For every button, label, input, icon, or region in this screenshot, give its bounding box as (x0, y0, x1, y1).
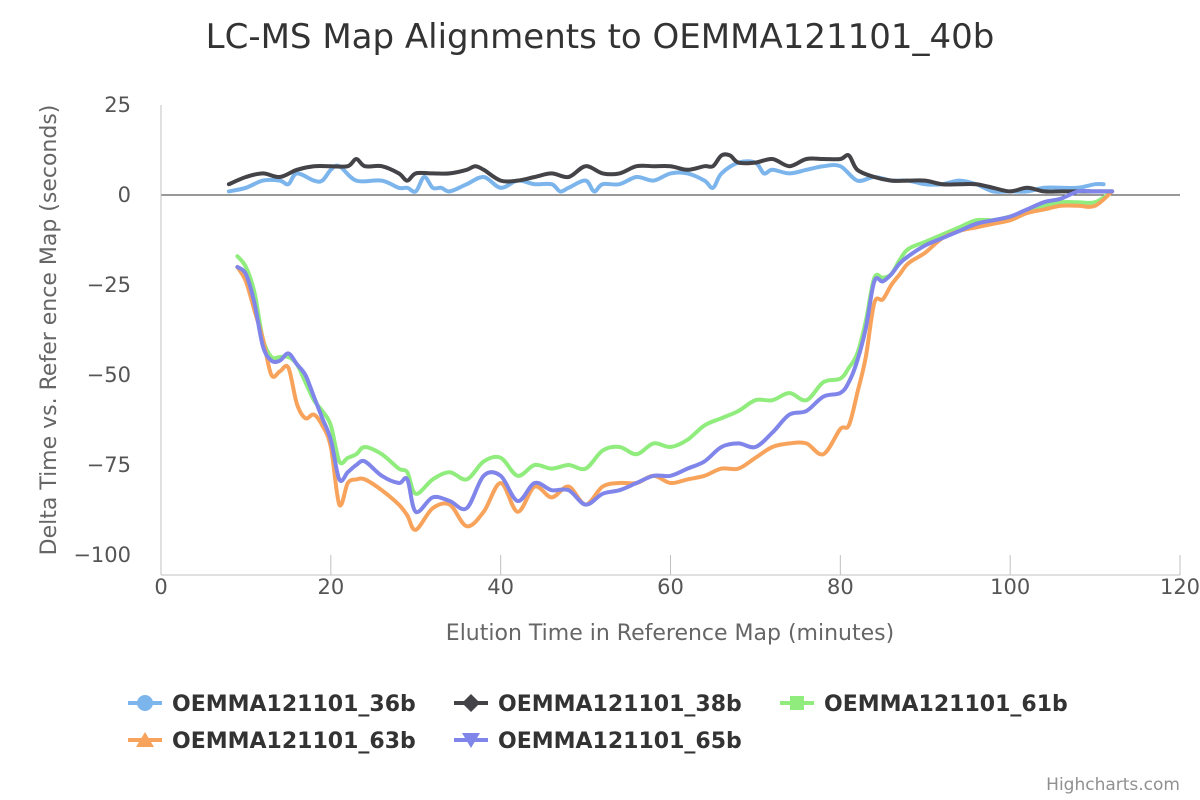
legend-label: OEMMA121101_61b (824, 692, 1068, 717)
y-tick-label: −50 (87, 363, 131, 387)
x-tick-labels: 0 20 40 60 80 100 120 (154, 575, 1200, 599)
legend-marker-triangle-down (462, 733, 480, 748)
x-tick-label: 0 (154, 575, 167, 599)
x-tick-label: 100 (990, 575, 1030, 599)
y-tick-label: −75 (87, 453, 131, 477)
y-tick-label: −100 (73, 543, 131, 567)
chart-title: LC-MS Map Alignments to OEMMA121101_40b (206, 17, 995, 57)
axes (160, 105, 1181, 576)
legend-label: OEMMA121101_63b (172, 729, 416, 754)
legend-label: OEMMA121101_36b (172, 692, 416, 717)
x-axis-title: Elution Time in Reference Map (minutes) (446, 621, 894, 646)
series-line-2[interactable] (226, 152, 1115, 194)
series-line-3[interactable] (235, 189, 1115, 496)
y-tick-labels: 25 0 −25 −50 −75 −100 (73, 93, 131, 567)
y-tick-label: −25 (87, 273, 131, 297)
y-tick-label: 0 (118, 183, 131, 207)
legend-label: OEMMA121101_65b (498, 729, 742, 754)
x-tick-label: 120 (1160, 575, 1200, 599)
legend-marker-square (790, 696, 804, 710)
x-tick-label: 40 (487, 575, 514, 599)
x-tick-label: 20 (317, 575, 344, 599)
legend: OEMMA121101_36b OEMMA121101_38b OEMMA12110… (128, 692, 1068, 754)
legend-item-1[interactable]: OEMMA121101_36b (128, 692, 416, 717)
legend-item-2[interactable]: OEMMA121101_38b (454, 692, 742, 717)
credits-link[interactable]: Highcharts.com (1046, 775, 1180, 795)
y-tick-label: 25 (104, 93, 131, 117)
legend-item-3[interactable]: OEMMA121101_61b (780, 692, 1068, 717)
series-line-4[interactable] (235, 189, 1115, 532)
plot-area (226, 152, 1115, 532)
legend-label: OEMMA121101_38b (498, 692, 742, 717)
x-tick-label: 60 (657, 575, 684, 599)
y-axis-title: Delta Time vs. Refer ence Map (seconds) (37, 105, 62, 556)
legend-item-4[interactable]: OEMMA121101_63b (128, 729, 416, 754)
legend-marker-circle (137, 695, 153, 711)
x-tick-label: 80 (827, 575, 854, 599)
legend-marker-diamond (462, 694, 480, 712)
legend-marker-triangle (136, 732, 154, 747)
legend-item-5[interactable]: OEMMA121101_65b (454, 729, 742, 754)
series-line-5[interactable] (235, 188, 1115, 515)
